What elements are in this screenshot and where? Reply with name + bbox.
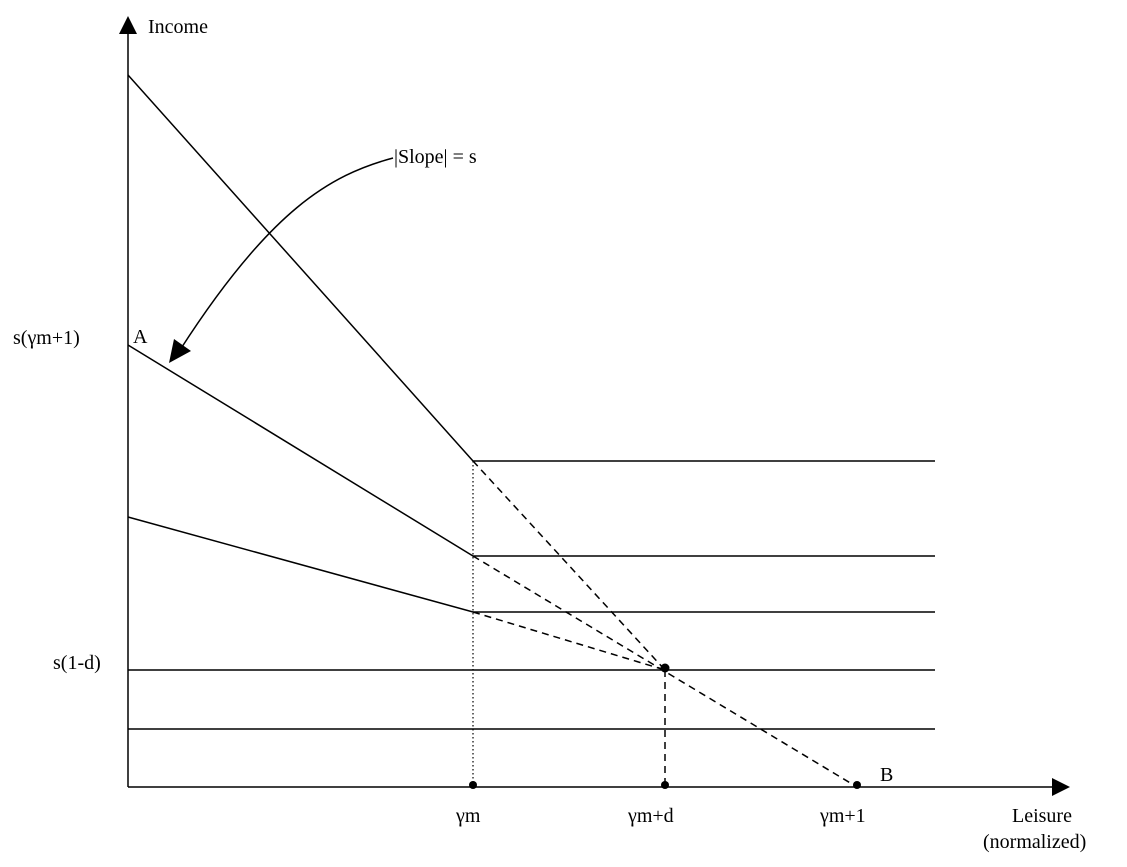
- x-tick-gamma-m: γm: [455, 805, 481, 827]
- point-intersection: [660, 663, 670, 673]
- slope-annotation: |Slope| = s: [394, 146, 477, 168]
- budget-line-shallow: [127, 516, 935, 613]
- y-tick-s-1-d: s(1-d): [53, 652, 101, 674]
- dashed-extension-shallow: [472, 611, 666, 671]
- dashed-extension-a: [472, 555, 858, 788]
- y-tick-top: s(γm+1): [13, 327, 80, 349]
- point-label-a: A: [133, 326, 148, 348]
- slope-arrowhead-icon: [169, 339, 191, 363]
- x-axis-arrow-icon: [1052, 778, 1070, 796]
- budget-line-steep: [127, 74, 935, 462]
- x-tick-gamma-m-1: γm+1: [819, 805, 866, 827]
- point-label-b: B: [880, 764, 893, 786]
- point-gamma-m-d: [661, 781, 669, 789]
- point-gamma-m: [469, 781, 477, 789]
- x-axis-label-line2: (normalized): [983, 831, 1086, 853]
- y-axis-label: Income: [148, 16, 208, 38]
- point-b: [853, 781, 861, 789]
- x-axis-label-line1: Leisure: [1012, 805, 1072, 827]
- dashed-extension-steep: [472, 460, 666, 671]
- slope-annotation-arrow: [179, 157, 394, 351]
- x-tick-gamma-m-d: γm+d: [627, 805, 674, 827]
- y-axis-arrow-icon: [119, 16, 137, 34]
